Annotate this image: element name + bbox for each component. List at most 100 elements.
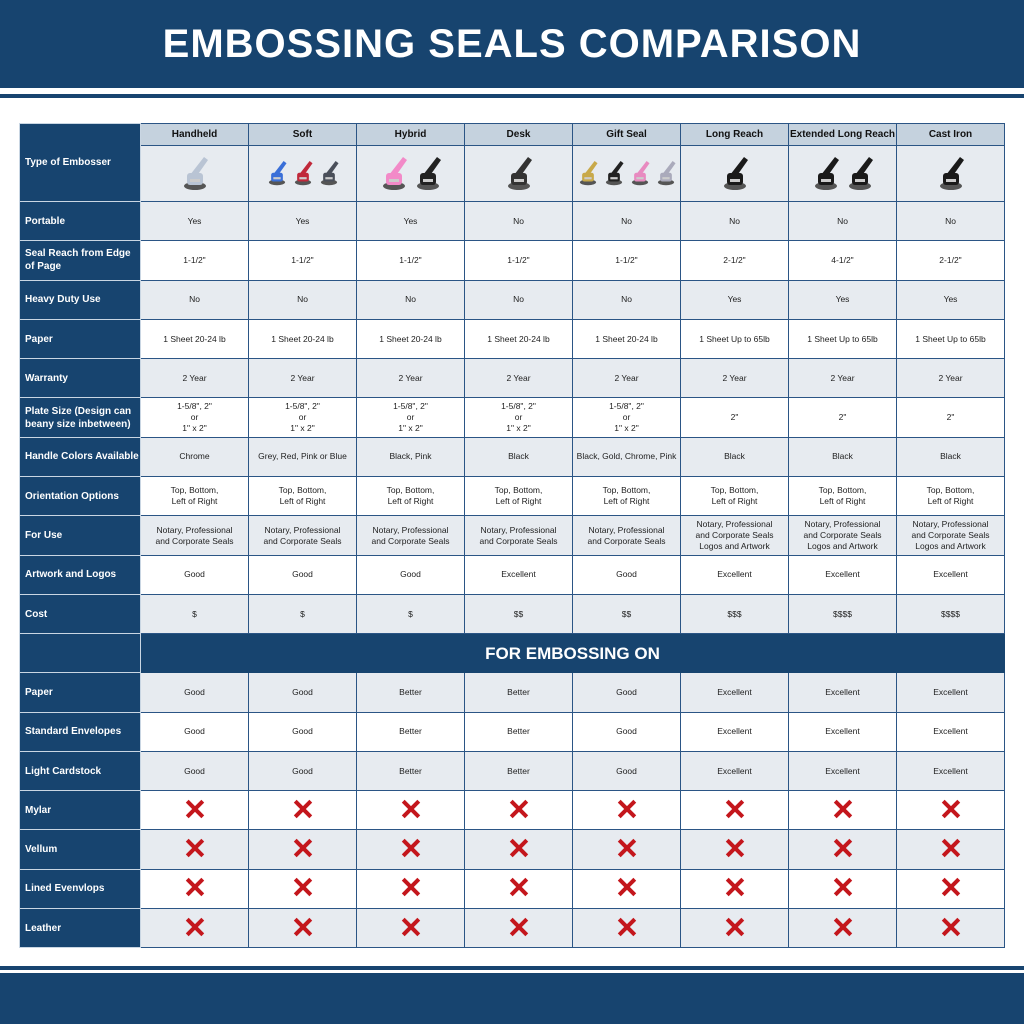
not-supported-cell — [788, 790, 897, 831]
x-icon — [294, 800, 312, 818]
not-supported-cell — [140, 868, 249, 910]
not-supported-cell — [464, 868, 573, 910]
product-image — [356, 145, 465, 202]
value-cell: 2 Year — [140, 358, 249, 399]
value-cell: $$$$ — [788, 593, 897, 635]
value-cell: 2" — [680, 397, 789, 438]
table-row: Heavy Duty Use No No No No No Yes Yes Yes — [19, 279, 1005, 320]
value-cell: Notary, Professional and Corporate Seals — [356, 515, 465, 556]
value-cell: 1 Sheet 20-24 lb — [572, 318, 681, 360]
not-supported-cell — [140, 790, 249, 831]
not-supported-cell — [248, 868, 357, 910]
table-row: Warranty 2 Year 2 Year 2 Year 2 Year 2 Year 2 … — [19, 358, 1005, 399]
row-label: For Use — [19, 515, 141, 556]
embosser-icon — [655, 153, 677, 194]
value-cell: 2" — [896, 397, 1005, 438]
x-icon — [942, 878, 960, 896]
embosser-icon — [413, 153, 443, 194]
comparison-table: Type of Embosser Handheld Soft Hybrid Desk Gi… — [19, 123, 1005, 949]
product-image — [464, 145, 573, 202]
x-icon — [294, 918, 312, 936]
row-label: Orientation Options — [19, 476, 141, 517]
value-cell: 2-1/2" — [896, 240, 1005, 281]
divider — [0, 966, 1024, 970]
x-icon — [510, 918, 528, 936]
value-cell: Good — [248, 711, 357, 752]
table-row: Mylar — [19, 790, 1005, 831]
value-cell: 1-1/2" — [248, 240, 357, 281]
x-icon — [834, 800, 852, 818]
value-cell: Excellent — [680, 711, 789, 752]
value-cell: Better — [464, 711, 573, 752]
value-cell: Yes — [896, 279, 1005, 320]
value-cell: Good — [572, 672, 681, 713]
x-icon — [942, 800, 960, 818]
column-header: Soft — [248, 123, 357, 146]
row-label: Plate Size (Design can beany size inbetw… — [19, 397, 141, 438]
table-row: Paper 1 Sheet 20-24 lb 1 Sheet 20-24 lb 1 S… — [19, 318, 1005, 360]
not-supported-cell — [356, 908, 465, 949]
value-cell: Excellent — [680, 672, 789, 713]
row-label: Standard Envelopes — [19, 711, 141, 752]
x-icon — [510, 878, 528, 896]
value-cell: Notary, Professional and Corporate Seals… — [680, 515, 789, 556]
not-supported-cell — [896, 868, 1005, 910]
value-cell: 1 Sheet 20-24 lb — [140, 318, 249, 360]
table-row: Plate Size (Design can beany size inbetw… — [19, 397, 1005, 438]
row-label: Vellum — [19, 829, 141, 870]
value-cell: Black — [464, 436, 573, 478]
product-image — [896, 145, 1005, 202]
value-cell: Excellent — [788, 554, 897, 595]
value-cell: Good — [572, 554, 681, 595]
product-image — [680, 145, 789, 202]
not-supported-cell — [356, 790, 465, 831]
value-cell: Top, Bottom, Left of Right — [140, 476, 249, 517]
x-icon — [834, 918, 852, 936]
not-supported-cell — [464, 829, 573, 870]
not-supported-cell — [896, 829, 1005, 870]
not-supported-cell — [788, 829, 897, 870]
not-supported-cell — [356, 868, 465, 910]
value-cell: Top, Bottom, Left of Right — [248, 476, 357, 517]
value-cell: Excellent — [896, 750, 1005, 792]
table-row: Paper Good Good Better Better Good Excellent Ex… — [19, 672, 1005, 713]
not-supported-cell — [140, 908, 249, 949]
table-row: Leather — [19, 908, 1005, 949]
column-header: Handheld — [140, 123, 249, 146]
x-icon — [726, 878, 744, 896]
not-supported-cell — [572, 868, 681, 910]
value-cell: 1 Sheet 20-24 lb — [356, 318, 465, 360]
product-image — [788, 145, 897, 202]
value-cell: Good — [248, 672, 357, 713]
value-cell: No — [572, 279, 681, 320]
value-cell: Good — [572, 750, 681, 792]
value-cell: Excellent — [896, 554, 1005, 595]
footer-bar — [0, 973, 1024, 1024]
value-cell: 2 Year — [680, 358, 789, 399]
x-icon — [510, 800, 528, 818]
value-cell: Good — [356, 554, 465, 595]
value-cell: 1-5/8", 2" or 1" x 2" — [248, 397, 357, 438]
value-cell: Yes — [788, 279, 897, 320]
header-row: Type of Embosser Handheld Soft Hybrid Desk Gi… — [19, 123, 1005, 202]
x-icon — [402, 878, 420, 896]
x-icon — [726, 918, 744, 936]
divider — [0, 94, 1024, 98]
value-cell: Better — [356, 672, 465, 713]
column-header: Hybrid — [356, 123, 465, 146]
not-supported-cell — [464, 908, 573, 949]
not-supported-cell — [248, 829, 357, 870]
value-cell: 2 Year — [248, 358, 357, 399]
not-supported-cell — [896, 908, 1005, 949]
value-cell: 4-1/2" — [788, 240, 897, 281]
not-supported-cell — [356, 829, 465, 870]
row-label: Paper — [19, 318, 141, 360]
value-cell: 2-1/2" — [680, 240, 789, 281]
not-supported-cell — [788, 868, 897, 910]
x-icon — [294, 839, 312, 857]
value-cell: 2 Year — [788, 358, 897, 399]
row-label: Artwork and Logos — [19, 554, 141, 595]
x-icon — [510, 839, 528, 857]
not-supported-cell — [464, 790, 573, 831]
embosser-icon — [292, 153, 314, 194]
